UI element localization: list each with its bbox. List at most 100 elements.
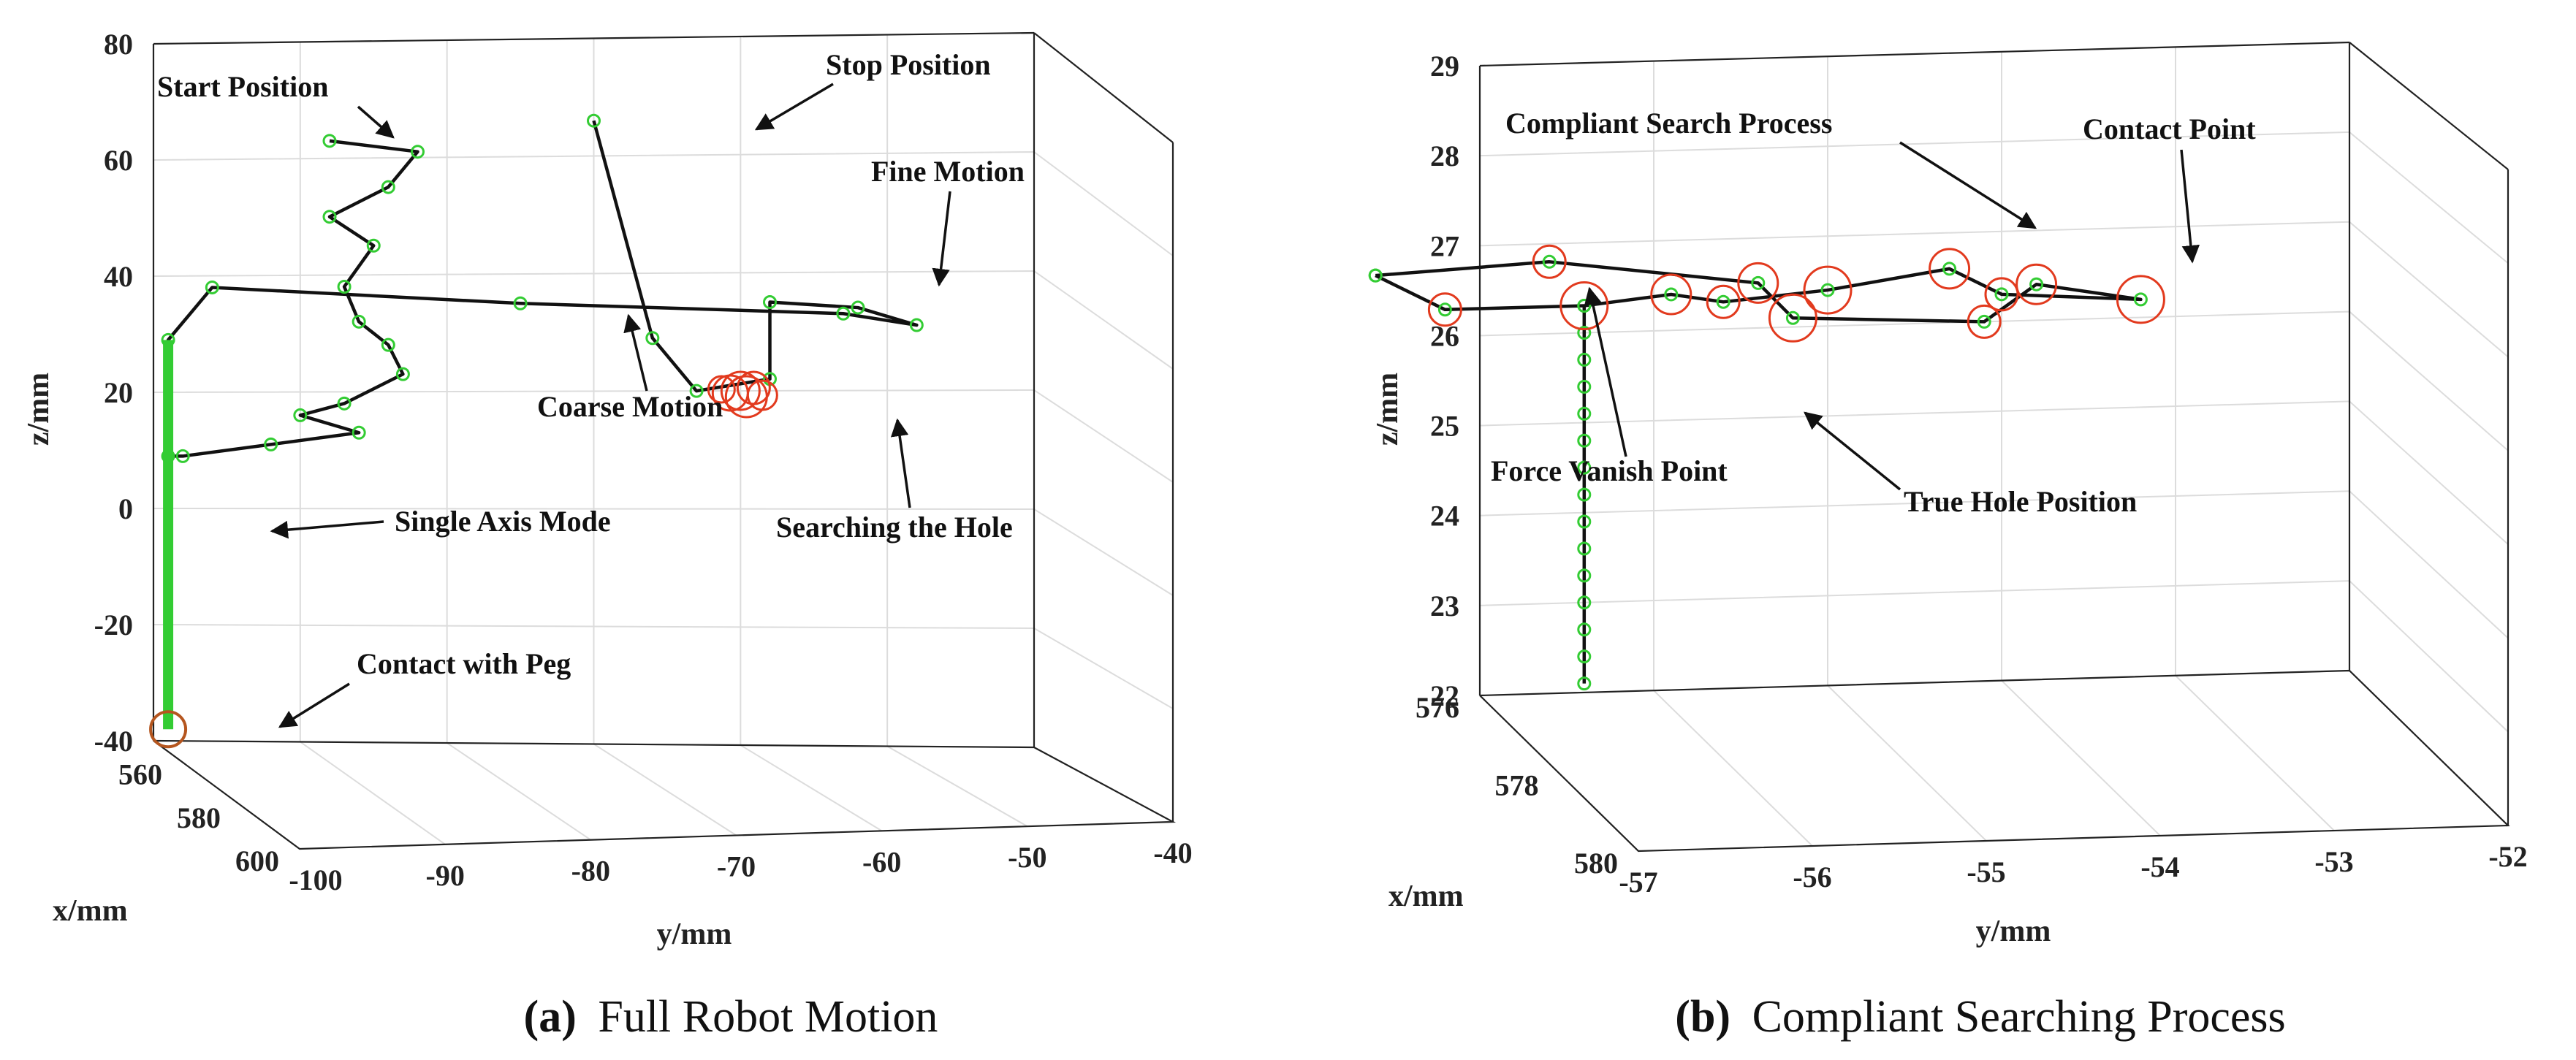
trajectory-point <box>352 425 366 440</box>
trajectory-point <box>337 396 352 411</box>
panel-a-trajectory <box>149 113 924 749</box>
z-tick-label: 0 <box>118 492 133 525</box>
annotation-stop-position: Stop Position <box>826 48 991 81</box>
trajectory-point <box>851 300 865 315</box>
z-tick-label: 40 <box>104 260 133 293</box>
annotation-start-position: Start Position <box>157 70 328 103</box>
panel-b-zlabel: z/mm <box>1371 373 1405 446</box>
y-gridline <box>1033 33 1174 823</box>
panel-a-zlabel: z/mm <box>22 373 56 446</box>
z-tick-label: -40 <box>94 725 133 758</box>
panel-b-trajectory <box>1368 244 2165 691</box>
search-marker <box>720 370 761 411</box>
panel-a-annotations: Start Position Stop Position Fine Motion… <box>157 48 1025 728</box>
panel-b-caption-label: (b) <box>1675 992 1730 1042</box>
z-tick-label: 28 <box>1430 140 1459 172</box>
descent-point <box>1577 595 1592 610</box>
x-tick-label: 578 <box>1495 769 1539 802</box>
y-tick-label: -56 <box>1793 861 1831 893</box>
search-marker <box>1803 265 1853 315</box>
trajectory-point <box>689 384 704 398</box>
descent-point <box>1577 568 1592 583</box>
panel-a-axes-box <box>152 31 1177 850</box>
z-gridline <box>153 740 1174 823</box>
trajectory-point <box>1820 283 1835 297</box>
trajectory-point <box>322 210 337 224</box>
z-gridline <box>1479 310 2509 451</box>
annotation-contact-with-peg: Contact with Peg <box>357 647 571 680</box>
trajectory-point <box>293 408 308 422</box>
trajectory-point <box>1542 254 1557 269</box>
z-gridline <box>153 270 1174 370</box>
search-marker <box>724 375 768 419</box>
panel-b-grid <box>1479 41 2509 852</box>
z-tick-label: 60 <box>104 144 133 177</box>
search-marker <box>1984 277 2019 312</box>
trajectory-point <box>366 238 381 253</box>
annotation-coarse-motion: Coarse Motion <box>537 390 723 423</box>
y-gridline <box>153 44 300 850</box>
z-tick-label: 27 <box>1430 229 1459 262</box>
descent-point <box>1577 622 1592 637</box>
z-gridline <box>153 624 1174 709</box>
descent-point <box>1577 433 1592 448</box>
descent-point <box>1577 676 1592 691</box>
trajectory-point <box>395 367 410 381</box>
trajectory-point <box>352 314 366 329</box>
contact-marker <box>149 710 188 749</box>
search-marker <box>1737 262 1779 304</box>
trajectory-point <box>587 113 601 128</box>
z-tick-label: 25 <box>1430 410 1459 443</box>
trajectory-point <box>1368 268 1383 283</box>
descent-point <box>1577 325 1592 340</box>
search-marker <box>1532 244 1567 279</box>
search-marker <box>1427 292 1462 327</box>
z-tick-label: 22 <box>1430 679 1459 712</box>
z-gridline <box>1479 131 2509 264</box>
panel-a-caption: (a) Full Robot Motion <box>524 992 938 1042</box>
panel-b-xlabel: x/mm <box>1388 880 1464 913</box>
descent-point <box>1577 541 1592 556</box>
annotation-fine-motion: Fine Motion <box>871 155 1025 188</box>
trajectory-point <box>645 331 660 346</box>
trajectory-point <box>264 437 278 451</box>
trajectory-point <box>836 306 851 321</box>
z-tick-label: 23 <box>1430 590 1459 622</box>
trajectory-point <box>411 145 425 159</box>
y-tick-label: -50 <box>1008 841 1046 874</box>
y-gridline <box>446 40 591 841</box>
y-tick-label: -70 <box>717 850 756 883</box>
trajectory-point <box>322 134 337 148</box>
y-tick-label: -52 <box>2488 840 2527 873</box>
trajectory-point <box>1977 314 1991 329</box>
trajectory-point <box>337 279 352 294</box>
search-marker <box>1706 284 1741 319</box>
y-tick-label: -53 <box>2314 845 2353 878</box>
z-gridline <box>1479 580 2509 733</box>
trajectory-point <box>763 295 777 310</box>
trajectory-point <box>1785 310 1800 325</box>
x-tick-label: 600 <box>235 844 279 877</box>
trajectory-line <box>1375 260 2143 324</box>
trajectory-point <box>2133 292 2148 307</box>
y-tick-label: -55 <box>1967 855 2005 888</box>
trajectory-point <box>175 449 190 463</box>
descent-point <box>1577 649 1592 664</box>
y-tick-label: -100 <box>289 863 342 896</box>
panel-a-caption-text: Full Robot Motion <box>598 992 938 1042</box>
panel-b-axes-box <box>1478 41 2510 853</box>
trajectory-point <box>381 180 395 194</box>
search-marker <box>736 370 771 405</box>
y-gridline <box>2001 51 2161 836</box>
panel-a-caption-label: (a) <box>524 992 577 1042</box>
z-tick-label: 20 <box>104 376 133 409</box>
y-gridline <box>740 37 883 832</box>
descent-point <box>1577 406 1592 421</box>
x-tick-label: 560 <box>118 758 162 791</box>
y-gridline <box>1653 61 1813 847</box>
descent-point <box>1577 379 1592 394</box>
trajectory-point <box>1942 262 1957 276</box>
trajectory-point <box>1716 294 1730 309</box>
